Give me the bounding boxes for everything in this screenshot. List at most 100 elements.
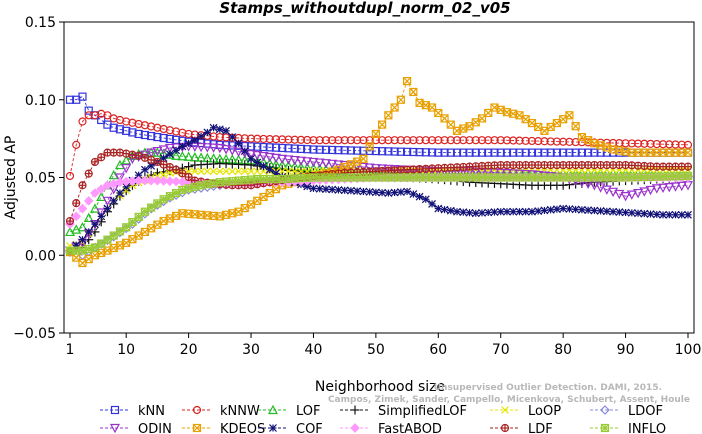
data-point xyxy=(158,176,169,186)
data-point xyxy=(677,140,686,149)
legend: kNN kNNW LOF SimplifiedLOF LoOP LDOF ODIN KDEOS… xyxy=(100,404,666,434)
data-point xyxy=(359,146,368,155)
data-point xyxy=(78,92,87,101)
series-ODIN xyxy=(65,142,693,256)
data-point xyxy=(577,148,586,157)
data-point xyxy=(134,129,143,139)
data-point xyxy=(515,136,524,145)
data-point xyxy=(290,167,299,176)
data-point xyxy=(309,184,318,193)
data-point xyxy=(309,145,318,154)
data-point xyxy=(683,162,693,171)
data-point xyxy=(440,136,449,145)
data-point xyxy=(90,157,100,167)
data-point xyxy=(296,135,306,144)
data-point xyxy=(596,207,605,215)
data-point xyxy=(284,135,293,144)
data-point xyxy=(534,148,543,157)
legend-marker xyxy=(600,423,610,433)
legend-item: ODIN xyxy=(100,422,172,434)
legend-label: LoOP xyxy=(528,404,561,419)
data-point xyxy=(265,134,274,144)
data-point xyxy=(290,144,299,153)
data-point xyxy=(495,168,506,179)
data-point xyxy=(540,206,549,215)
data-point xyxy=(378,188,387,197)
data-point xyxy=(396,147,405,156)
data-point xyxy=(371,146,380,156)
data-point xyxy=(71,211,82,222)
legend-item: kNNW xyxy=(182,404,260,419)
data-point xyxy=(147,131,156,141)
data-point xyxy=(515,148,524,157)
data-point xyxy=(509,207,518,216)
data-point xyxy=(315,136,324,145)
legend-marker xyxy=(269,424,277,432)
x-tick-label: 20 xyxy=(180,342,198,358)
data-point xyxy=(78,181,87,190)
legend-label: LDOF xyxy=(628,404,663,419)
data-point xyxy=(559,137,568,146)
y-tick-label: 0.05 xyxy=(25,171,56,187)
data-point xyxy=(308,157,319,168)
data-point xyxy=(184,162,194,172)
data-point xyxy=(565,137,574,146)
y-tick-label: 0.00 xyxy=(25,248,56,264)
data-point xyxy=(122,186,131,195)
data-point xyxy=(421,136,430,145)
data-point xyxy=(471,209,480,218)
data-point xyxy=(471,136,480,145)
data-point xyxy=(315,184,324,193)
data-point xyxy=(670,182,681,192)
data-point xyxy=(178,169,187,178)
data-point xyxy=(171,150,182,160)
y-tick-label: 0.10 xyxy=(25,93,56,109)
data-point xyxy=(634,209,642,218)
plot-area: −0.05 0.00 0.05 0.10 0.15 1 10 20 30 40 50 60 70 80 90… xyxy=(13,15,701,358)
legend-item: LDOF xyxy=(590,404,663,419)
data-point xyxy=(128,217,137,227)
watermark: Unsupervised Outlier Detection. DAMI, 20… xyxy=(328,383,690,405)
data-point xyxy=(477,148,487,157)
data-point xyxy=(321,145,331,154)
legend-label: kNNW xyxy=(220,404,260,419)
data-point xyxy=(253,134,262,143)
data-point xyxy=(159,195,168,204)
data-point xyxy=(671,210,680,219)
data-point xyxy=(277,154,288,165)
x-tick-label: 10 xyxy=(117,342,135,358)
data-point xyxy=(627,139,636,148)
data-point xyxy=(278,167,287,176)
data-point xyxy=(215,125,224,134)
data-point xyxy=(359,154,368,163)
series-line xyxy=(69,169,688,247)
data-point xyxy=(540,137,549,146)
legend-item: kNN xyxy=(100,404,165,419)
data-point xyxy=(658,183,669,194)
data-point xyxy=(359,136,368,145)
data-point xyxy=(265,165,274,174)
data-point xyxy=(315,145,324,154)
data-point xyxy=(353,187,362,196)
data-point xyxy=(309,136,318,145)
data-point xyxy=(590,206,599,215)
data-point xyxy=(403,187,412,196)
data-point xyxy=(509,148,518,157)
data-point xyxy=(546,205,555,214)
data-point xyxy=(484,208,493,217)
data-point xyxy=(459,148,468,157)
legend-item: FastABOD xyxy=(340,422,442,434)
data-point xyxy=(108,169,119,180)
data-point xyxy=(147,203,156,212)
data-point xyxy=(684,210,692,219)
legend-marker xyxy=(192,423,202,433)
data-point xyxy=(639,187,650,197)
data-point xyxy=(365,146,374,156)
data-point xyxy=(571,148,580,157)
data-point xyxy=(626,190,637,200)
y-tick-label: −0.05 xyxy=(13,326,56,342)
data-point xyxy=(396,95,405,104)
data-point xyxy=(571,205,580,214)
data-point xyxy=(527,148,537,157)
series-INFLO xyxy=(65,171,693,255)
